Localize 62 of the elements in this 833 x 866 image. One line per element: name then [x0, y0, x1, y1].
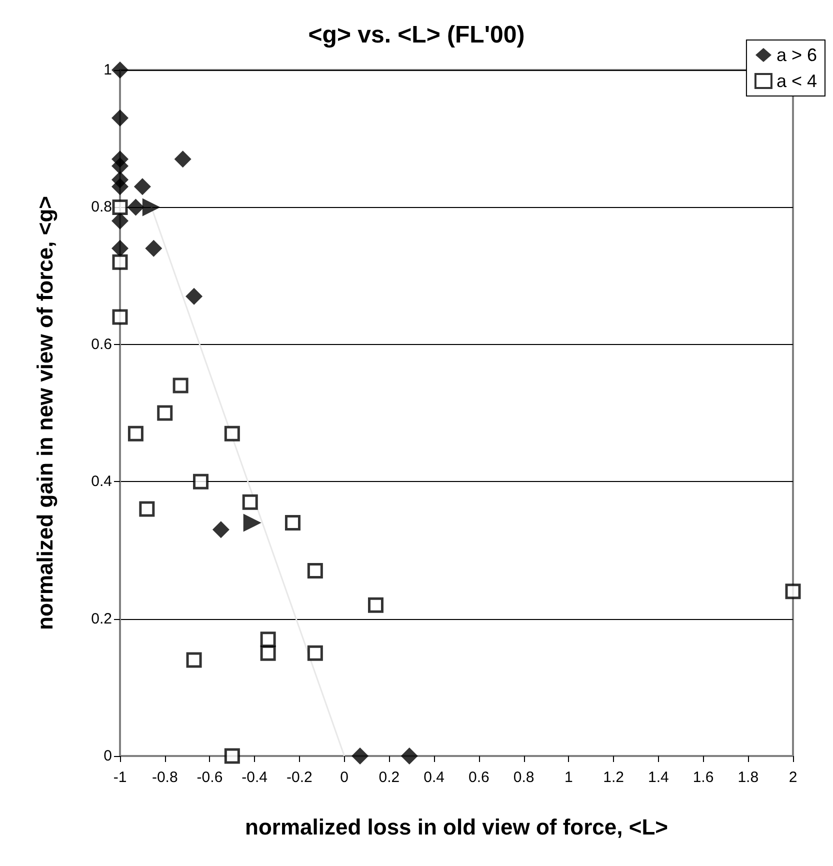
y-tick-label: 0	[104, 748, 112, 764]
point	[134, 178, 151, 196]
point	[112, 150, 128, 168]
x-tick-label: 0	[340, 769, 349, 786]
x-tick-label: 1.4	[648, 769, 669, 786]
chart-title: <g> vs. <L> (FL'00)	[308, 22, 525, 48]
point	[112, 62, 128, 78]
point	[785, 584, 801, 600]
point	[127, 198, 144, 216]
point	[145, 240, 162, 257]
point	[193, 474, 209, 490]
point	[172, 378, 188, 394]
x-tick-label: 2	[788, 769, 798, 786]
y-tick-label: 0.2	[91, 610, 112, 628]
x-tick-label: 1.8	[738, 769, 759, 786]
point	[142, 198, 160, 216]
y-tick-label: 0.6	[91, 336, 112, 353]
x-tick-label: -0.6	[196, 769, 223, 786]
point	[174, 150, 192, 168]
point	[400, 748, 418, 764]
x-tick-label: 1.6	[692, 769, 714, 786]
point	[112, 212, 128, 230]
point	[242, 494, 258, 510]
x-axis-title: normalized loss in old view of force, <L>	[245, 814, 668, 840]
x-tick-label: 1.2	[603, 769, 624, 786]
x-tick-label: -0.8	[152, 769, 178, 786]
y-tick-label: 1	[104, 62, 112, 78]
point	[368, 597, 384, 613]
x-tick-label: 0.4	[424, 769, 444, 786]
point	[186, 288, 203, 305]
x-tick-label: -0.4	[242, 769, 268, 786]
legend-label: a < 4	[776, 71, 818, 91]
x-tick-label: 0.6	[468, 769, 490, 786]
point	[243, 514, 262, 532]
point	[307, 563, 323, 579]
point	[112, 254, 128, 270]
point	[260, 645, 276, 661]
y-tick-label: 0.8	[91, 198, 112, 216]
point	[157, 405, 173, 421]
x-tick-label: -0.2	[286, 769, 312, 786]
x-tick-label: -1	[113, 769, 127, 786]
x-tick-label: 0.8	[513, 769, 534, 786]
point	[352, 748, 369, 764]
point	[224, 748, 240, 764]
point	[139, 501, 155, 517]
point	[284, 515, 300, 531]
x-tick-label: 0.2	[378, 769, 400, 786]
y-tick-label: 0.4	[91, 473, 112, 490]
legend-label: a > 6	[776, 45, 818, 65]
point	[186, 652, 202, 668]
point	[224, 426, 240, 442]
point	[112, 171, 128, 188]
point	[260, 632, 276, 648]
point	[112, 199, 128, 215]
point	[112, 309, 128, 325]
point	[112, 240, 128, 257]
y-axis-title: normalized gain in new view of force, <g>	[32, 196, 58, 630]
point	[212, 521, 230, 538]
point	[112, 110, 128, 127]
point	[307, 645, 323, 661]
x-tick-label: 1	[564, 769, 573, 786]
point	[128, 426, 144, 442]
